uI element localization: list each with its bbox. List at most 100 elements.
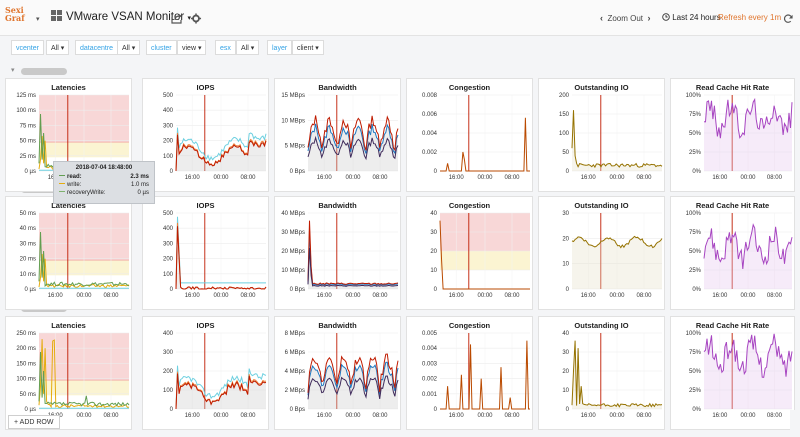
panel-cong[interactable]: Congestion 40 30 20 10 0 16:00 00:00 08:00 <box>406 196 533 310</box>
series-outstanding-io[interactable] <box>571 110 663 169</box>
graph-canvas[interactable]: 100% 75% 50% 25% 0% 16:00 00:00 08:00 <box>671 317 796 431</box>
series-read-bw[interactable] <box>307 361 399 396</box>
panel-title[interactable]: Latencies <box>51 201 86 210</box>
time-range-picker[interactable]: Last 24 hours <box>662 13 721 22</box>
series-recovery-bw[interactable] <box>307 247 399 287</box>
series-congestion[interactable] <box>439 220 530 290</box>
panel-iops[interactable]: IOPS 500 400 300 200 100 0 16:00 00:00 08:00 <box>142 196 269 310</box>
series-congestion[interactable] <box>440 340 530 410</box>
panel-title[interactable]: Bandwidth <box>318 83 357 92</box>
zoom-out-control[interactable]: ‹ Zoom Out › <box>600 13 650 23</box>
panel-latency[interactable]: Latencies 250 ms 200 ms 150 ms 100 ms 50 ms 0 … <box>5 316 132 430</box>
series-write-bw[interactable] <box>307 353 399 393</box>
sexigraf-logo[interactable]: Sexi Graf ▾ <box>5 6 40 30</box>
series-total-iops[interactable] <box>175 373 267 410</box>
series-read-bw[interactable] <box>307 230 399 286</box>
graph-canvas[interactable]: 400 300 200 100 0 16:00 00:00 08:00 <box>143 317 270 431</box>
panel-title[interactable]: Read Cache Hit Rate <box>695 321 770 330</box>
graph-canvas[interactable]: 500 400 300 200 100 0 16:00 00:00 08:00 <box>143 79 270 193</box>
graph-canvas[interactable]: 15 MBps 10 MBps 5 MBps 0 Bps 16:00 00:00 08:00 <box>275 79 402 193</box>
row-header-1[interactable]: ▾ <box>11 67 71 76</box>
series-cache-hit[interactable] <box>703 97 793 139</box>
panel-latency[interactable]: Latencies 50 ms 40 ms 30 ms 20 ms 10 ms 0 µs 16… <box>5 196 132 310</box>
panel-cache[interactable]: Read Cache Hit Rate 100% 75% 50% 25% 0% 16:00 0… <box>670 316 795 430</box>
panel-title[interactable]: IOPS <box>196 321 215 330</box>
series-cache-hit[interactable] <box>703 223 793 269</box>
graph-canvas[interactable]: 0.008 0.006 0.004 0.002 0 16:00 00:00 08:00 <box>407 79 534 193</box>
series-outstanding-io[interactable] <box>571 235 663 249</box>
series-read-iops[interactable] <box>175 365 267 407</box>
series-write-bw[interactable] <box>307 115 399 152</box>
panel-cache[interactable]: Read Cache Hit Rate 100% 75% 50% 25% 0% 16:00 0… <box>670 196 795 310</box>
graph-canvas[interactable]: 100% 75% 50% 25% 0% 16:00 00:00 08:00 <box>671 79 796 193</box>
variable-select-layer[interactable]: client ▾ <box>292 40 324 55</box>
chevron-down-icon[interactable]: ▾ <box>11 67 15 74</box>
gear-icon[interactable] <box>190 13 202 24</box>
chevron-left-icon[interactable]: ‹ <box>600 13 603 23</box>
panel-title[interactable]: Bandwidth <box>318 201 357 210</box>
panel-title[interactable]: Latencies <box>51 321 86 330</box>
series-read-iops[interactable] <box>175 127 267 169</box>
graph-canvas[interactable]: 500 400 300 200 100 0 16:00 00:00 08:00 <box>143 197 270 311</box>
variable-select-vcenter[interactable]: All ▾ <box>46 40 70 55</box>
series-recovery-bw[interactable] <box>307 375 399 400</box>
dashboard-title-dropdown[interactable]: VMware VSAN Monitor ▾ <box>51 10 191 23</box>
graph-canvas[interactable]: 200 150 100 50 0 16:00 00:00 08:00 <box>539 79 666 193</box>
graph-canvas[interactable]: 40 MBps 30 MBps 20 MBps 10 MBps 0 Bps 16:00 00… <box>275 197 402 311</box>
series-read[interactable] <box>38 351 130 407</box>
graph-canvas[interactable]: 40 30 20 10 0 16:00 00:00 08:00 <box>407 197 534 311</box>
series-read-bw[interactable] <box>307 123 399 155</box>
panel-iops[interactable]: IOPS 500 400 300 200 100 0 16:00 00:00 08:00 <box>142 78 269 192</box>
variable-select-esx[interactable]: All ▾ <box>236 40 260 55</box>
panel-title[interactable]: Outstanding IO <box>574 201 629 210</box>
share-icon[interactable] <box>171 13 183 24</box>
series-read-iops[interactable] <box>175 216 266 286</box>
series-write[interactable] <box>38 339 130 409</box>
panel-title[interactable]: Congestion <box>448 83 491 92</box>
chevron-right-icon[interactable]: › <box>647 13 651 23</box>
variable-select-cluster[interactable]: view ▾ <box>177 40 207 55</box>
variable-select-datacentre[interactable]: All ▾ <box>117 40 141 55</box>
panel-title[interactable]: Latencies <box>51 83 86 92</box>
panel-bw[interactable]: Bandwidth 40 MBps 30 MBps 20 MBps 10 MBps 0 B… <box>274 196 401 310</box>
panel-oio[interactable]: Outstanding IO 200 150 100 50 0 16:00 00:00 08:0… <box>538 78 665 192</box>
graph-canvas[interactable]: 8 MBps 6 MBps 4 MBps 2 MBps 0 Bps 16:00 00:00 0… <box>275 317 402 431</box>
panel-bw[interactable]: Bandwidth 15 MBps 10 MBps 5 MBps 0 Bps 16:00 0… <box>274 78 401 192</box>
series-recovery-bw[interactable] <box>307 135 399 161</box>
series-outstanding-io[interactable] <box>571 340 663 408</box>
graph-canvas[interactable]: 50 ms 40 ms 30 ms 20 ms 10 ms 0 µs 16:00 00:00 0… <box>6 197 133 311</box>
refresh-interval-label[interactable]: Refresh every 1m <box>718 13 782 22</box>
panel-title[interactable]: Outstanding IO <box>574 83 629 92</box>
refresh-icon[interactable] <box>782 13 794 24</box>
panel-title[interactable]: Bandwidth <box>318 321 357 330</box>
graph-canvas[interactable]: 0.005 0.004 0.003 0.002 0.001 0 16:00 00:00 08:0… <box>407 317 534 431</box>
panel-title[interactable]: Congestion <box>448 201 491 210</box>
panel-oio[interactable]: Outstanding IO 30 20 10 0 16:00 00:00 08:00 <box>538 196 665 310</box>
panel-title[interactable]: IOPS <box>196 83 215 92</box>
panel-cong[interactable]: Congestion 0.005 0.004 0.003 0.002 0.001 0 16:0… <box>406 316 533 430</box>
panel-title[interactable]: Read Cache Hit Rate <box>695 83 770 92</box>
y-tick-label: 50 ms <box>20 139 36 145</box>
series-write-bw[interactable] <box>307 220 399 285</box>
add-row-button[interactable]: + ADD ROW <box>8 415 60 429</box>
panel-title[interactable]: Outstanding IO <box>574 321 629 330</box>
series-total-iops[interactable] <box>175 134 267 172</box>
panel-title[interactable]: Congestion <box>448 321 491 330</box>
panel-oio[interactable]: Outstanding IO 40 30 20 10 0 16:00 00:00 08:00 <box>538 316 665 430</box>
panel-cong[interactable]: Congestion 0.008 0.006 0.004 0.002 0 16:00 00:0… <box>406 78 533 192</box>
series-cache-hit[interactable] <box>703 333 793 378</box>
zoom-out-button[interactable]: Zoom Out <box>607 14 644 23</box>
series-read[interactable] <box>38 231 130 288</box>
series-total-iops[interactable] <box>175 226 267 290</box>
panel-title[interactable]: IOPS <box>196 201 215 210</box>
panel-bw[interactable]: Bandwidth 8 MBps 6 MBps 4 MBps 2 MBps 0 Bps 16… <box>274 316 401 430</box>
panel-iops[interactable]: IOPS 400 300 200 100 0 16:00 00:00 08:00 <box>142 316 269 430</box>
panel-title[interactable]: Read Cache Hit Rate <box>695 201 770 210</box>
panel-cache[interactable]: Read Cache Hit Rate 100% 75% 50% 25% 0% 16:00 0… <box>670 78 795 192</box>
graph-canvas[interactable]: 30 20 10 0 16:00 00:00 08:00 <box>539 197 666 311</box>
series-congestion[interactable] <box>440 117 530 172</box>
graph-canvas[interactable]: 40 30 20 10 0 16:00 00:00 08:00 <box>539 317 666 431</box>
graph-canvas[interactable]: 100% 75% 50% 25% 0% 16:00 00:00 08:00 <box>671 197 796 311</box>
